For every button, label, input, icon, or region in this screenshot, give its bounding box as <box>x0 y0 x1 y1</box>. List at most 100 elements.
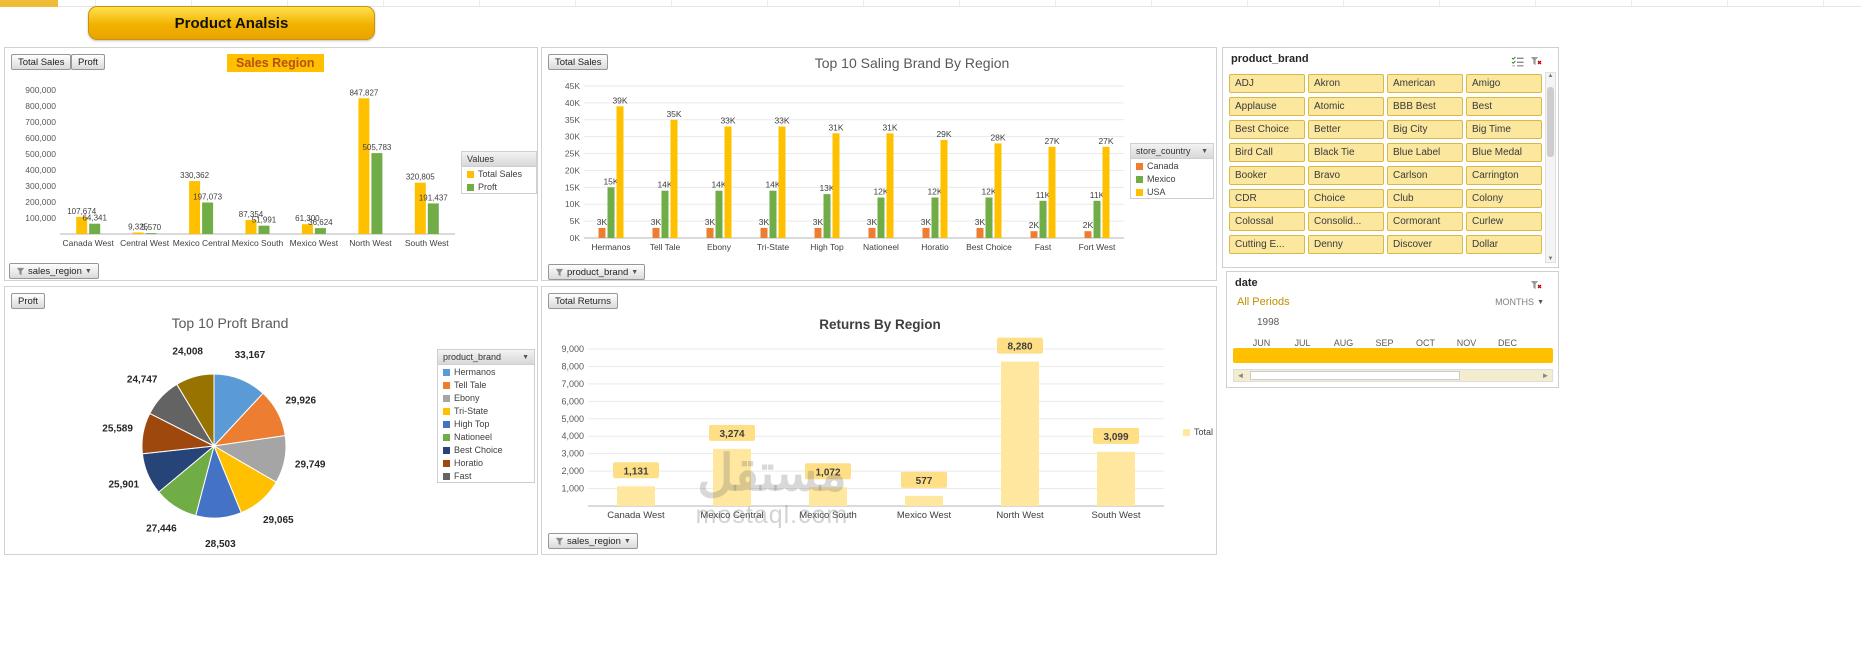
slicer-item[interactable]: Carlson <box>1387 166 1463 185</box>
timeline-month[interactable]: SEP <box>1375 338 1394 348</box>
returns-bar-chart: 1,000 2,000 3,000 4,000 5,000 6,000 7,000 8,000… <box>554 335 1194 545</box>
svg-text:29,749: 29,749 <box>295 460 326 471</box>
slicer-item[interactable]: Big City <box>1387 120 1463 139</box>
svg-text:28K: 28K <box>990 132 1005 142</box>
slicer-item[interactable]: Colony <box>1466 189 1542 208</box>
slicer-item[interactable]: Denny <box>1308 235 1384 254</box>
slicer-item[interactable]: Blue Label <box>1387 143 1463 162</box>
timeline-month[interactable]: AUG <box>1333 338 1354 348</box>
clear-filter-icon[interactable] <box>1530 54 1542 72</box>
slicer-item[interactable]: Booker <box>1229 166 1305 185</box>
slicer-item[interactable]: Atomic <box>1308 97 1384 116</box>
legend-title[interactable]: product_brand ▼ <box>438 350 534 365</box>
product-brand-slicer: product_brand ADJ Akron American Amigo Appla… <box>1222 47 1559 268</box>
slicer-item[interactable]: Akron <box>1308 74 1384 93</box>
slicer-item[interactable]: Curlew <box>1466 212 1542 231</box>
slicer-item[interactable]: Dollar <box>1466 235 1542 254</box>
clear-filter-icon[interactable] <box>1530 278 1542 296</box>
slicer-item[interactable]: Black Tie <box>1308 143 1384 162</box>
sales-region-filter-button[interactable]: sales_region ▼ <box>9 263 99 279</box>
slicer-item[interactable]: Applause <box>1229 97 1305 116</box>
sales-region-filter-label: sales_region <box>28 265 82 277</box>
panel-sales-region: Total Sales Proft Sales Region 100,000 20… <box>4 47 538 281</box>
total-returns-toggle-button[interactable]: Total Returns <box>548 293 618 309</box>
timeline-scrollbar[interactable]: ◄ ► <box>1233 369 1553 382</box>
slicer-item[interactable]: Better <box>1308 120 1384 139</box>
slicer-item[interactable]: Best <box>1466 97 1542 116</box>
total-sales-toggle-button-2[interactable]: Total Sales <box>548 54 609 70</box>
date-timeline-slicer: date All Periods MONTHS ▼ 1998 JUN JUL AUG… <box>1226 271 1559 388</box>
legend-title[interactable]: store_country ▼ <box>1131 144 1213 159</box>
slicer-item[interactable]: Bravo <box>1308 166 1384 185</box>
timeline-granularity-dropdown[interactable]: MONTHS ▼ <box>1495 297 1544 307</box>
scroll-left-icon[interactable]: ◄ <box>1236 371 1245 380</box>
slicer-item[interactable]: ADJ <box>1229 74 1305 93</box>
timeline-month[interactable]: JUN <box>1252 338 1271 348</box>
svg-text:South West: South West <box>1092 510 1141 521</box>
svg-text:Canada West: Canada West <box>63 238 115 248</box>
slicer-vertical-scrollbar[interactable]: ▲ ▼ <box>1545 72 1556 263</box>
legend-item: Tri-State <box>438 404 534 417</box>
scrollbar-thumb[interactable] <box>1547 87 1554 157</box>
svg-text:15K: 15K <box>565 182 580 192</box>
slicer-item[interactable]: American <box>1387 74 1463 93</box>
slicer-item[interactable]: BBB Best <box>1387 97 1463 116</box>
filter-caret-icon: ▼ <box>522 353 529 361</box>
svg-text:100,000: 100,000 <box>25 213 56 223</box>
total-sales-toggle-button[interactable]: Total Sales <box>11 54 72 70</box>
scroll-up-icon[interactable]: ▲ <box>1547 73 1554 79</box>
timeline-month[interactable]: OCT <box>1416 338 1435 348</box>
profit-toggle-button[interactable]: Proft <box>71 54 106 70</box>
slicer-item[interactable]: Club <box>1387 189 1463 208</box>
slicer-item[interactable]: Cutting E... <box>1229 235 1305 254</box>
timeline-month[interactable]: JUL <box>1294 338 1311 348</box>
timeline-month[interactable]: NOV <box>1456 338 1477 348</box>
chart-title-profit-pie: Top 10 Proft Brand <box>171 315 289 331</box>
svg-text:7,000: 7,000 <box>561 379 584 389</box>
svg-text:24,747: 24,747 <box>127 374 158 385</box>
svg-text:Mexico South: Mexico South <box>799 510 857 521</box>
svg-text:11K: 11K <box>1036 190 1051 200</box>
multi-select-icon[interactable] <box>1511 54 1524 72</box>
chevron-down-icon: ▼ <box>631 268 639 276</box>
slicer-item[interactable]: Bird Call <box>1229 143 1305 162</box>
total-sales-toggle-label-2: Total Sales <box>555 56 602 68</box>
panel-profit-pie: Proft Top 10 Proft Brand 33,167 29,926 29,… <box>4 286 538 555</box>
slicer-item[interactable]: Cormorant <box>1387 212 1463 231</box>
product-brand-filter-button[interactable]: product_brand ▼ <box>548 264 646 280</box>
slicer-item[interactable]: Big Time <box>1466 120 1542 139</box>
chevron-down-icon: ▼ <box>623 537 631 545</box>
timeline-month[interactable]: DEC <box>1497 338 1517 348</box>
slicer-item[interactable]: Choice <box>1308 189 1384 208</box>
sales-region-filter-button-2[interactable]: sales_region ▼ <box>548 533 638 549</box>
slicer-item[interactable]: Amigo <box>1466 74 1542 93</box>
svg-text:15K: 15K <box>603 176 618 186</box>
legend-item: Proft <box>462 180 536 193</box>
chart-title-top10-brand: Top 10 Saling Brand By Region <box>814 55 1010 71</box>
dashboard-title: Product Analsis <box>88 6 375 40</box>
slicer-item[interactable]: Discover <box>1387 235 1463 254</box>
svg-text:2,000: 2,000 <box>561 466 584 476</box>
slicer-item[interactable]: CDR <box>1229 189 1305 208</box>
scroll-down-icon[interactable]: ▼ <box>1547 256 1554 262</box>
svg-text:25,589: 25,589 <box>102 423 133 434</box>
timeline-scrollbar-thumb[interactable] <box>1250 371 1460 380</box>
slicer-item[interactable]: Best Choice <box>1229 120 1305 139</box>
svg-text:Mexico West: Mexico West <box>897 510 952 521</box>
funnel-icon <box>555 268 564 276</box>
svg-text:Mexico West: Mexico West <box>290 238 339 248</box>
timeline-period-label: All Periods <box>1237 296 1290 308</box>
slicer-item[interactable]: Blue Medal <box>1466 143 1542 162</box>
svg-text:36,624: 36,624 <box>308 218 333 227</box>
svg-text:1,072: 1,072 <box>815 467 840 478</box>
legend-item: Mexico <box>1131 172 1213 185</box>
slicer-item[interactable]: Consolid... <box>1308 212 1384 231</box>
scroll-right-icon[interactable]: ► <box>1541 371 1550 380</box>
timeline-selected-range[interactable] <box>1233 348 1553 363</box>
svg-text:39K: 39K <box>612 95 627 105</box>
slicer-item[interactable]: Colossal <box>1229 212 1305 231</box>
slicer-item[interactable]: Carrington <box>1466 166 1542 185</box>
profit-toggle-button-2[interactable]: Proft <box>11 293 46 309</box>
svg-text:400,000: 400,000 <box>25 165 56 175</box>
svg-text:Fast: Fast <box>1035 242 1052 252</box>
